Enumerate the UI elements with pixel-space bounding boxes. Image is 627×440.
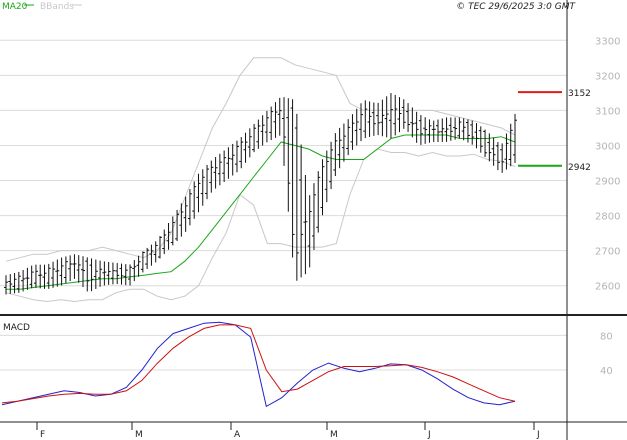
price-y-tick-label: 2800: [595, 212, 620, 223]
reference-lines: 3152 2942: [518, 89, 591, 173]
legend-bbands: BBands: [40, 2, 74, 12]
legend-ma20: MA20: [2, 2, 28, 12]
reference-label-2942: 2942: [568, 163, 591, 173]
x-tick-label: M: [135, 430, 143, 440]
bband-upper: [5, 57, 516, 262]
reference-label-3152: 3152: [568, 89, 591, 99]
macd-title: MACD: [3, 323, 30, 333]
macd-y-tick-label: 80: [600, 331, 613, 342]
ma20-line: [6, 134, 516, 290]
bband-lower: [5, 148, 516, 303]
price-y-tick-label: 3200: [595, 71, 620, 82]
price-y-tick-label: 3100: [595, 106, 620, 117]
bollinger-bands: [5, 57, 516, 303]
price-bars: [4, 93, 517, 295]
grid: [0, 39, 567, 371]
price-y-tick-label: 2600: [595, 282, 620, 293]
x-tick-label: J: [536, 430, 540, 440]
ma20-polyline: [6, 134, 516, 290]
price-y-tick-label: 2700: [595, 247, 620, 258]
macd-y-tick-label: 40: [600, 366, 613, 377]
macd-panel: [1, 321, 516, 408]
x-tick-label: F: [40, 430, 45, 440]
price-y-tick-label: 3000: [595, 141, 620, 152]
x-tick-label: M: [330, 430, 338, 440]
x-tick-label: A: [234, 430, 241, 440]
x-tick-label: J: [427, 430, 431, 440]
price-y-tick-label: 2900: [595, 177, 620, 188]
signal-line: [1, 324, 516, 404]
price-y-tick-label: 3300: [595, 36, 620, 47]
copyright-text: © TEC 29/6/2025 3:0 GMT: [456, 2, 576, 12]
